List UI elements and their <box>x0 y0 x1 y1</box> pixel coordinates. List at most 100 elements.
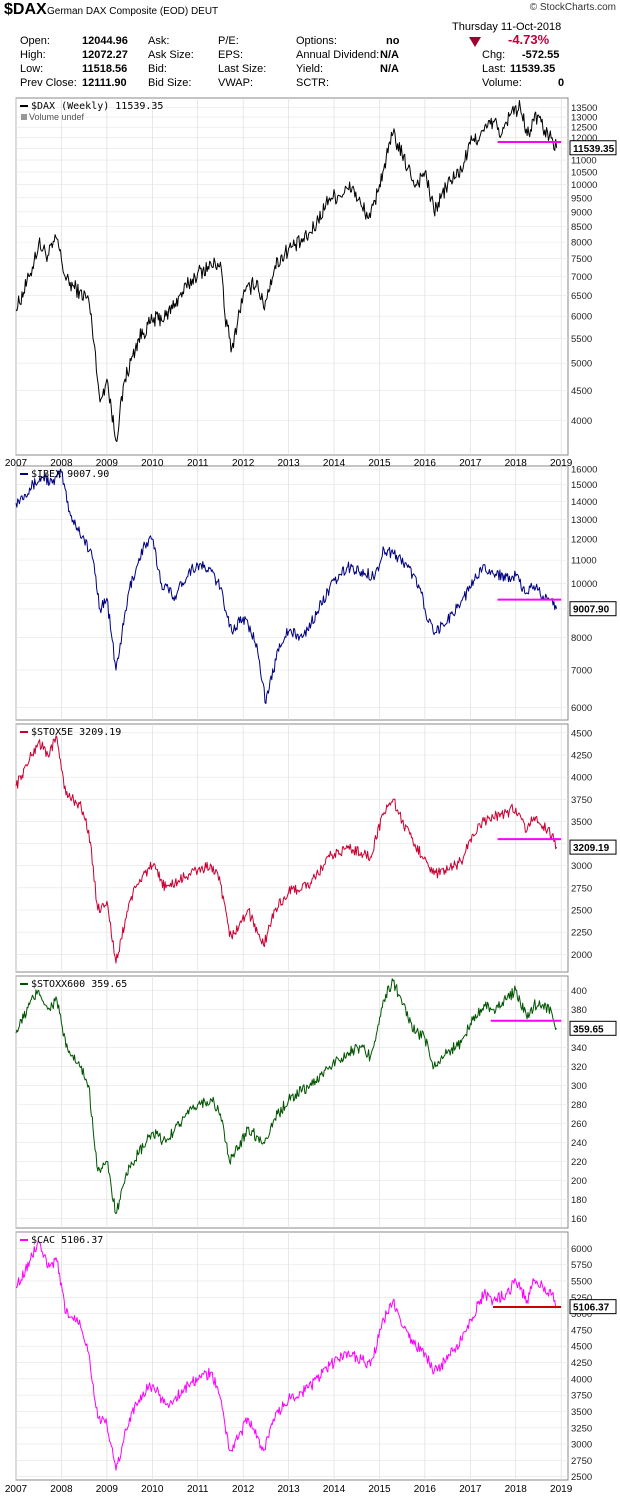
cac-ytick-label: 3500 <box>571 1407 592 1418</box>
dax-ytick-label: 9000 <box>571 207 592 218</box>
sctr-label: SCTR: <box>296 77 329 89</box>
ibex-series-line <box>15 468 558 704</box>
x-tick-label: 2013 <box>277 1484 300 1495</box>
x-tick-label: 2007 <box>5 1484 28 1495</box>
x-tick-label: 2015 <box>368 1484 391 1495</box>
dax-ytick-label: 12000 <box>571 133 597 144</box>
high-label: High: <box>20 49 46 61</box>
options-value: no <box>386 35 400 47</box>
ibex-ytick-label: 8000 <box>571 633 592 644</box>
chg-label: Chg: <box>482 49 506 61</box>
dax-legend-label: $DAX (Weekly) 11539.35 <box>31 101 163 112</box>
stox5e-ytick-label: 4500 <box>571 728 592 739</box>
stox5e-panel: 2000225025002750300032503500375040004250… <box>15 723 617 973</box>
cac-ytick-label: 5000 <box>571 1309 592 1320</box>
open-label: Open: <box>20 35 50 47</box>
cac-ytick-label: 2500 <box>571 1472 592 1483</box>
last-label: Last: <box>482 63 506 75</box>
stox5e-ytick-label: 2500 <box>571 906 592 917</box>
x-tick-label: 2011 <box>187 458 209 469</box>
company-label: German DAX Composite (EOD) <box>47 6 189 17</box>
x-tick-label: 2012 <box>232 458 255 469</box>
x-tick-label: 2012 <box>232 1484 255 1495</box>
cac-ytick-label: 4750 <box>571 1325 592 1336</box>
x-tick-label: 2014 <box>323 1484 346 1495</box>
dax-ytick-label: 13500 <box>571 103 597 114</box>
cac-ytick-label: 5750 <box>571 1260 592 1271</box>
ibex-panel: 6000700080009000100001100012000130001400… <box>15 465 617 721</box>
cac-plot-area <box>15 1231 569 1481</box>
dax-ytick-label: 7000 <box>571 272 592 283</box>
ibex-last-value-text: 9007.90 <box>573 605 610 616</box>
stoxx600-panel: 1601802002202402602803003203403603804003… <box>15 975 617 1229</box>
bidsize-label: Bid Size: <box>148 77 192 89</box>
stoxx600-last-value-text: 359.65 <box>573 1024 604 1035</box>
quote-header: $DAX German DAX Composite (EOD) DEUT © S… <box>0 0 620 98</box>
stox5e-ytick-label: 4000 <box>571 773 592 784</box>
stoxx600-ytick-label: 400 <box>571 986 587 997</box>
x-tick-label: 2017 <box>459 458 482 469</box>
stox5e-ytick-label: 2250 <box>571 928 592 939</box>
dax-ytick-label: 7500 <box>571 254 592 265</box>
cac-last-value-tag <box>569 1299 617 1315</box>
cac-ytick-label: 3000 <box>571 1440 592 1451</box>
x-tick-label: 2010 <box>141 458 164 469</box>
x-tick-label: 2010 <box>141 1484 164 1495</box>
stoxx600-ytick-label: 340 <box>571 1043 587 1054</box>
chart-panels[interactable]: 4000 4500 5000 5500 6000 6500 7000 7500 8000 8500… <box>0 90 620 1501</box>
stoxx600-legend-label: $STOXX600 359.65 <box>31 979 127 990</box>
cac-ytick-label: 5250 <box>571 1293 592 1304</box>
ibex-ytick-label: 14000 <box>571 497 597 508</box>
ibex-plot-area <box>15 465 569 721</box>
ibex-ytick-label: 12000 <box>571 534 597 545</box>
x-tick-label: 2017 <box>459 1484 482 1495</box>
stox5e-ytick-label: 2750 <box>571 883 592 894</box>
dax-legend-volume: Volume undef <box>29 112 85 122</box>
x-tick-label: 2019 <box>550 458 573 469</box>
stox5e-last-value-tag <box>569 839 617 855</box>
ibex-ytick-label: 10000 <box>571 579 597 590</box>
low-label: Low: <box>20 63 44 75</box>
dax-ytick-label: 4500 <box>571 386 592 397</box>
dax-ytick-label: 9500 <box>571 193 592 204</box>
x-tick-label: 2016 <box>414 1484 437 1495</box>
x-tick-label: 2014 <box>323 458 346 469</box>
stoxx600-ytick-label: 220 <box>571 1157 587 1168</box>
yield-value: N/A <box>380 63 399 75</box>
dax-ytick-label: 8500 <box>571 222 592 233</box>
bid-label: Bid: <box>148 63 167 75</box>
cac-ytick-label: 4250 <box>571 1358 592 1369</box>
cac-ytick-label: 6000 <box>571 1244 592 1255</box>
stox5e-ytick-label: 3500 <box>571 817 592 828</box>
cac-panel: 2500 2750 3000 3250 3500 3750 4000 4250 4500 4750… <box>15 1231 617 1483</box>
exchange-label: DEUT <box>190 6 219 17</box>
dax-ytick-label: 12500 <box>571 123 597 134</box>
ibex-last-value-tag <box>569 601 617 617</box>
stoxx600-ytick-label: 280 <box>571 1100 587 1111</box>
company-name: German DAX Composite (EOD) DEUT <box>47 6 218 17</box>
x-tick-label: 2019 <box>550 1484 573 1495</box>
x-tick-label: 2009 <box>96 1484 119 1495</box>
open-value: 12044.96 <box>82 35 128 47</box>
x-tick-label: 2013 <box>277 458 300 469</box>
ibex-ytick-label: 13000 <box>571 515 597 526</box>
low-value: 11518.56 <box>82 63 128 75</box>
stoxx600-ytick-label: 160 <box>571 1214 587 1225</box>
stoxx600-ytick-label: 380 <box>571 1005 587 1016</box>
eps-label: EPS: <box>218 49 244 61</box>
stox5e-plot-area <box>15 723 569 973</box>
cac-ytick-label: 3250 <box>571 1423 592 1434</box>
stockcharts-logo[interactable]: © StockCharts.com <box>529 2 616 13</box>
high-value: 12072.27 <box>82 49 128 61</box>
dax-ytick-label: 4000 <box>571 416 592 427</box>
symbol: $DAX <box>4 1 47 18</box>
dax-panel: 4000 4500 5000 5500 6000 6500 7000 7500 8000 8500… <box>15 97 617 456</box>
stoxx600-ytick-label: 300 <box>571 1081 587 1092</box>
cac-legend-label: $CAC 5106.37 <box>31 1235 103 1246</box>
change-percent: -4.73% <box>508 32 550 47</box>
ibex-ytick-label: 16000 <box>571 465 597 476</box>
x-tick-label: 2008 <box>50 1484 73 1495</box>
dax-last-value-text: 11539.35 <box>573 144 615 155</box>
dax-ytick-label: 10500 <box>571 168 597 179</box>
prevclose-label: Prev Close: <box>20 77 77 89</box>
